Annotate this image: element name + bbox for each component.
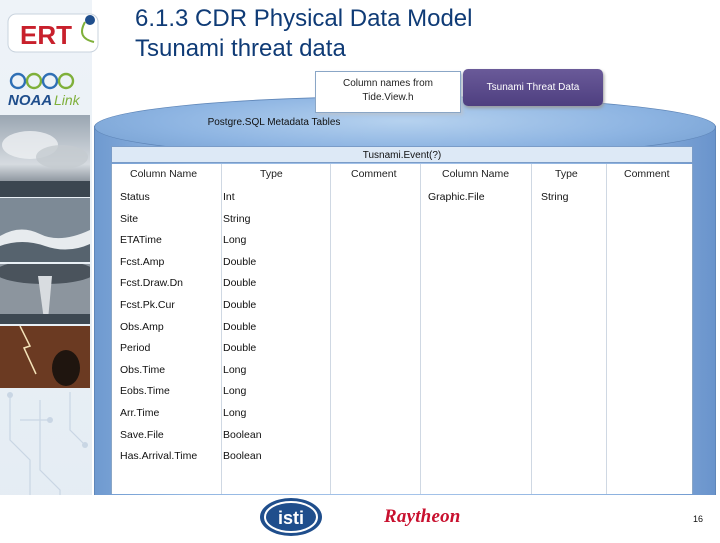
row-type: Long <box>223 234 247 247</box>
row-type: Double <box>223 342 257 355</box>
title-line-1: 6.1.3 CDR Physical Data Model <box>135 5 473 32</box>
row-column-name: Eobs.Time <box>120 385 170 398</box>
column-divider <box>330 164 331 494</box>
row-type: Long <box>223 363 247 376</box>
weather-photo-clouds <box>0 115 90 197</box>
tsunami-event-table: Column Name Type Comment Column Name Typ… <box>111 164 693 494</box>
row-column-name: Status <box>120 191 150 203</box>
row-column-name: Fcst.Amp <box>120 255 165 268</box>
svg-text:isti: isti <box>278 508 304 528</box>
row-type: Double <box>223 299 257 311</box>
row-column-name: ETATime <box>120 234 162 247</box>
row-type-right: String <box>541 191 569 203</box>
weather-photo-tornado <box>0 264 90 324</box>
row-column-name: Has.Arrival.Time <box>120 450 198 463</box>
page-number: 16 <box>693 514 704 524</box>
header-comment: Comment <box>351 168 397 180</box>
row-column-name: Site <box>120 212 139 225</box>
noaa-link-logo: NOAA Link <box>4 70 92 112</box>
row-type: Boolean <box>223 450 262 463</box>
isti-logo: isti <box>258 496 324 538</box>
callout-line-2: Tide.View.h <box>362 92 414 103</box>
row-type: String <box>223 212 251 225</box>
svg-text:Link: Link <box>54 92 81 108</box>
row-column-name: Arr.Time <box>120 407 160 419</box>
page-title: 6.1.3 CDR Physical Data Model Tsunami th… <box>135 4 472 64</box>
header-column-name: Column Name <box>130 168 198 180</box>
row-type: Double <box>223 277 257 290</box>
metadata-tables-label: Postgre.SQL Metadata Tables <box>207 117 341 128</box>
header-type-right: Type <box>555 168 578 180</box>
row-column-name: Obs.Amp <box>120 320 164 333</box>
row-column-name: Period <box>120 342 151 355</box>
header-type: Type <box>260 168 283 180</box>
row-type: Int <box>223 191 235 203</box>
raytheon-logo: Raytheon <box>384 506 461 527</box>
header-column-name-right: Column Name <box>442 168 510 180</box>
row-column-name: Fcst.Pk.Cur <box>120 299 175 311</box>
svg-text:ERT: ERT <box>20 20 72 50</box>
callout-line-1: Column names from <box>342 78 434 89</box>
column-names-callout: Column names from Tide.View.h <box>315 71 461 113</box>
row-column-name: Fcst.Draw.Dn <box>120 277 184 290</box>
title-line-2: Tsunami threat data <box>135 35 346 62</box>
row-type: Boolean <box>223 428 262 441</box>
weather-photo-lightning <box>0 326 90 388</box>
row-column-name-right: Graphic.File <box>428 191 485 203</box>
column-divider <box>420 164 421 494</box>
row-column-name: Save.File <box>120 428 164 441</box>
ert-logo: ERT <box>6 8 106 56</box>
row-type: Long <box>223 385 247 398</box>
footer-band <box>0 495 720 540</box>
row-type: Long <box>223 407 247 419</box>
column-divider <box>531 164 532 494</box>
row-type: Double <box>223 255 257 268</box>
header-comment-right: Comment <box>624 168 670 180</box>
table-title: Tusnami.Event(?) <box>111 146 693 163</box>
row-column-name: Obs.Time <box>120 363 166 376</box>
tsunami-threat-data-box: Tsunami Threat Data <box>463 69 603 106</box>
weather-photo-waves <box>0 198 90 262</box>
svg-text:NOAA: NOAA <box>8 92 52 109</box>
column-divider <box>606 164 607 494</box>
row-type: Double <box>223 320 257 333</box>
column-divider <box>221 164 222 494</box>
